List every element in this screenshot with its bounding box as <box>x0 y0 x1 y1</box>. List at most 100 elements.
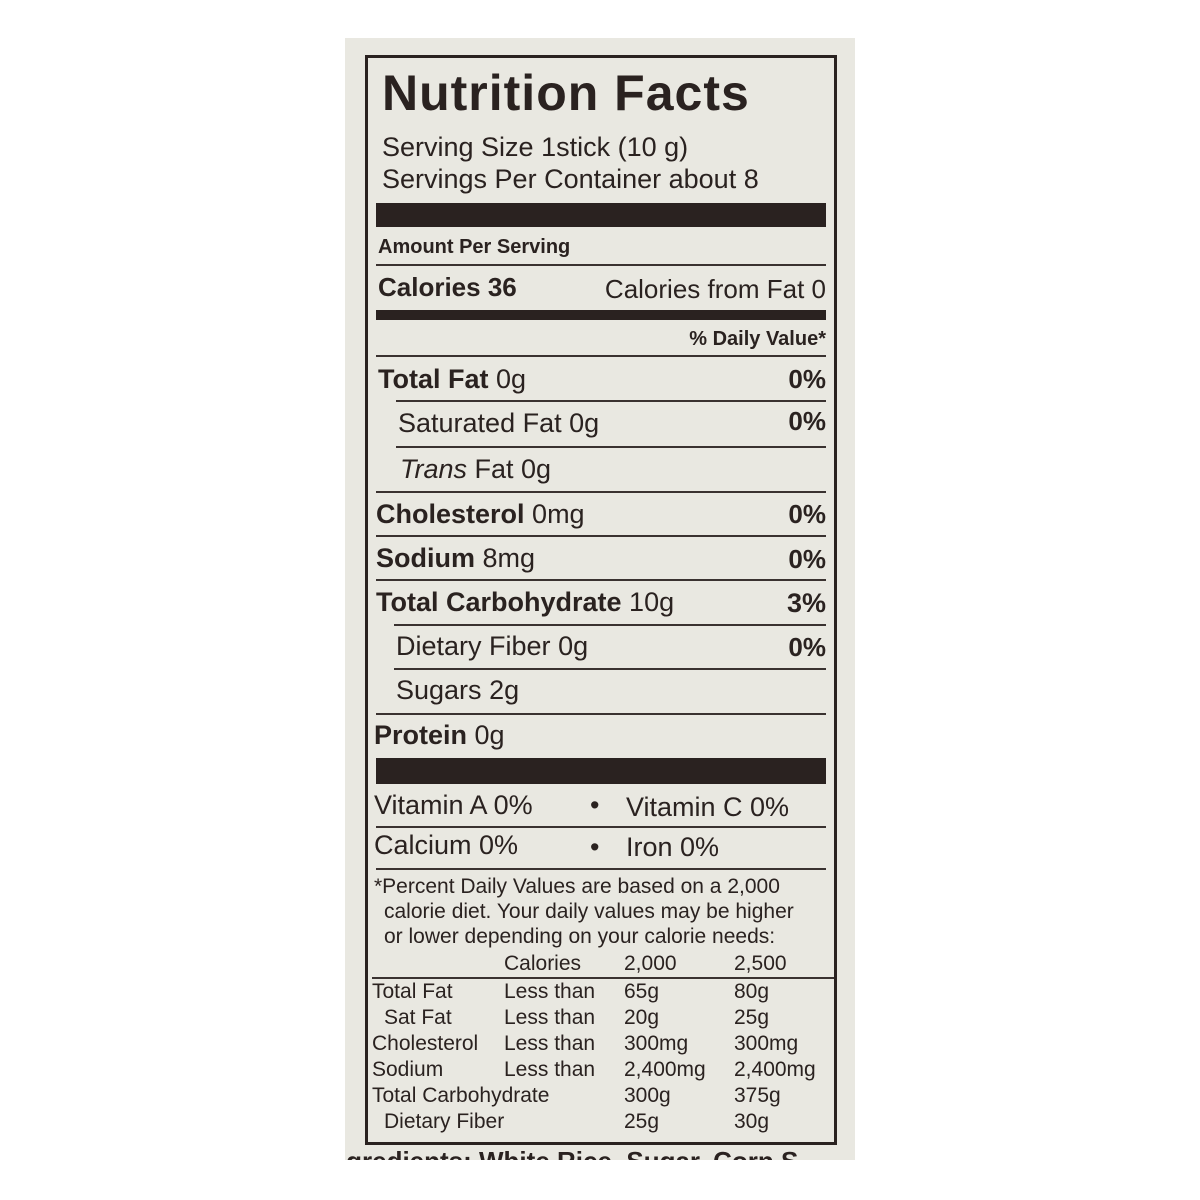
servings-per-container: Servings Per Container about 8 <box>382 164 759 194</box>
table-cell: Sodium <box>372 1058 444 1081</box>
table-cell: 2,000 <box>624 952 677 975</box>
nutrient-cholesterol: Cholesterol 0mg <box>376 499 585 530</box>
table-cell: 25g <box>624 1110 660 1133</box>
table-row: Sodium Less than 2,400mg 2,400mg <box>372 1057 834 1083</box>
divider <box>376 826 826 828</box>
divider <box>394 668 826 670</box>
table-cell: Cholesterol <box>372 1032 479 1055</box>
table-cell: Sat Fat <box>384 1006 452 1029</box>
table-cell: Total Fat <box>372 980 453 1003</box>
table-cell: 2,500 <box>734 952 787 975</box>
table-cell: Less than <box>504 980 596 1003</box>
footnote: *Percent Daily Values are based on a 2,0… <box>374 874 794 949</box>
nutrient-protein: Protein 0g <box>374 720 505 751</box>
nutrient-name: Total Carbohydrate <box>376 587 622 617</box>
nutrient-sugars: Sugars 2g <box>396 675 519 706</box>
divider <box>376 713 826 715</box>
medium-divider <box>376 310 826 320</box>
nutrient-dv: 3% <box>786 588 826 618</box>
table-cell: Dietary Fiber <box>384 1110 505 1133</box>
daily-values-table: Calories 2,000 2,500 Total Fat Less than 6… <box>372 951 834 1135</box>
ingredients-partial: Ingredients: White Rice, Sugar, Corn S <box>345 1146 798 1160</box>
divider <box>376 579 826 581</box>
separator-dot: • <box>590 832 600 862</box>
table-header: Calories 2,000 2,500 <box>372 951 834 978</box>
footnote-line: or lower depending on your calorie needs… <box>384 925 776 948</box>
footnote-line: calorie diet. Your daily values may be h… <box>384 900 794 923</box>
table-cell: Total Carbohydrate <box>372 1084 550 1107</box>
nutrient-dv: 0% <box>788 499 826 529</box>
divider <box>376 355 826 357</box>
divider <box>396 446 826 448</box>
amount-per-serving: Amount Per Serving <box>378 236 571 258</box>
nutrient-total-fat: Total Fat 0g <box>378 364 526 395</box>
nutrient-name: Cholesterol <box>376 499 525 529</box>
table-cell: 30g <box>734 1110 770 1133</box>
table-row: Dietary Fiber 25g 30g <box>372 1109 834 1135</box>
nutrient-name: Protein <box>374 720 468 750</box>
table-cell: 2,400mg <box>734 1058 816 1081</box>
divider <box>376 868 826 870</box>
nutrient-dv: 0% <box>788 544 826 574</box>
nutrient-name: Saturated Fat <box>398 408 562 438</box>
table-row: Total Fat Less than 65g 80g <box>372 978 834 1005</box>
thick-divider <box>376 203 826 227</box>
table-cell: 300mg <box>734 1032 799 1055</box>
nutrient-dietary-fiber: Dietary Fiber 0g <box>396 631 588 662</box>
table-row: Total Carbohydrate 300g 375g <box>372 1083 834 1109</box>
calcium: Calcium 0% <box>374 830 519 860</box>
separator-dot: • <box>590 790 600 820</box>
table-cell: Calories <box>504 952 582 975</box>
divider <box>376 535 826 537</box>
nutrient-name: Dietary Fiber <box>396 631 551 661</box>
serving-size: Serving Size 1stick (10 g) <box>382 132 689 162</box>
divider <box>376 491 826 493</box>
divider <box>376 264 826 266</box>
nutrient-amount: 0g <box>496 364 527 394</box>
nutrient-dv: 0% <box>788 632 826 662</box>
table-cell: Less than <box>504 1058 596 1081</box>
vitamin-c: Vitamin C 0% <box>626 792 790 822</box>
nutrient-name: Total Fat <box>378 364 489 394</box>
iron: Iron 0% <box>626 832 720 862</box>
table-cell: 300mg <box>624 1032 689 1055</box>
vitamin-a: Vitamin A 0% <box>374 790 533 820</box>
nutrient-name: Trans <box>400 454 468 484</box>
table-cell: 2,400mg <box>624 1058 706 1081</box>
table-cell <box>372 951 504 978</box>
divider <box>396 400 826 402</box>
table-row: Sat Fat Less than 20g 25g <box>372 1005 834 1031</box>
nutrient-amount: 10g <box>629 587 675 617</box>
nutrient-dv: 0% <box>788 364 826 394</box>
table-cell: 375g <box>734 1084 781 1107</box>
nutrient-amount: 8mg <box>482 543 536 573</box>
daily-value-header: % Daily Value* <box>689 328 826 350</box>
nutrient-amount: 2g <box>489 675 520 705</box>
nutrient-trans-fat: Trans Fat 0g <box>400 454 551 485</box>
divider <box>394 624 826 626</box>
title: Nutrition Facts <box>382 65 750 121</box>
label-photo: Nutrition Facts Serving Size 1stick (10 … <box>345 38 855 1160</box>
calories-from-fat: Calories from Fat 0 <box>604 274 826 304</box>
nutrient-amount: 0g <box>558 631 589 661</box>
table-cell: Less than <box>504 1032 596 1055</box>
nutrient-amount: 0g <box>474 720 505 750</box>
nutrient-name: Sodium <box>376 543 475 573</box>
table-cell: 65g <box>624 980 660 1003</box>
nutrient-dv: 0% <box>788 406 826 436</box>
nutrient-total-carbohydrate: Total Carbohydrate 10g <box>376 587 674 618</box>
table-row: Cholesterol Less than 300mg 300mg <box>372 1031 834 1057</box>
nutrition-facts-panel: Nutrition Facts Serving Size 1stick (10 … <box>365 55 837 1145</box>
table-cell: Less than <box>504 1006 596 1029</box>
table-cell: 25g <box>734 1006 770 1029</box>
nutrient-amount: Fat 0g <box>474 454 552 484</box>
thick-divider <box>376 758 826 784</box>
nutrient-amount: 0mg <box>532 499 585 529</box>
nutrient-name: Sugars <box>396 675 482 705</box>
footnote-line: *Percent Daily Values are based on a 2,0… <box>374 875 780 898</box>
table-cell: 20g <box>624 1006 660 1029</box>
nutrient-sodium: Sodium 8mg <box>376 543 535 574</box>
nutrient-amount: 0g <box>569 408 600 438</box>
calories: Calories 36 <box>378 272 517 302</box>
table-cell: 80g <box>734 980 770 1003</box>
